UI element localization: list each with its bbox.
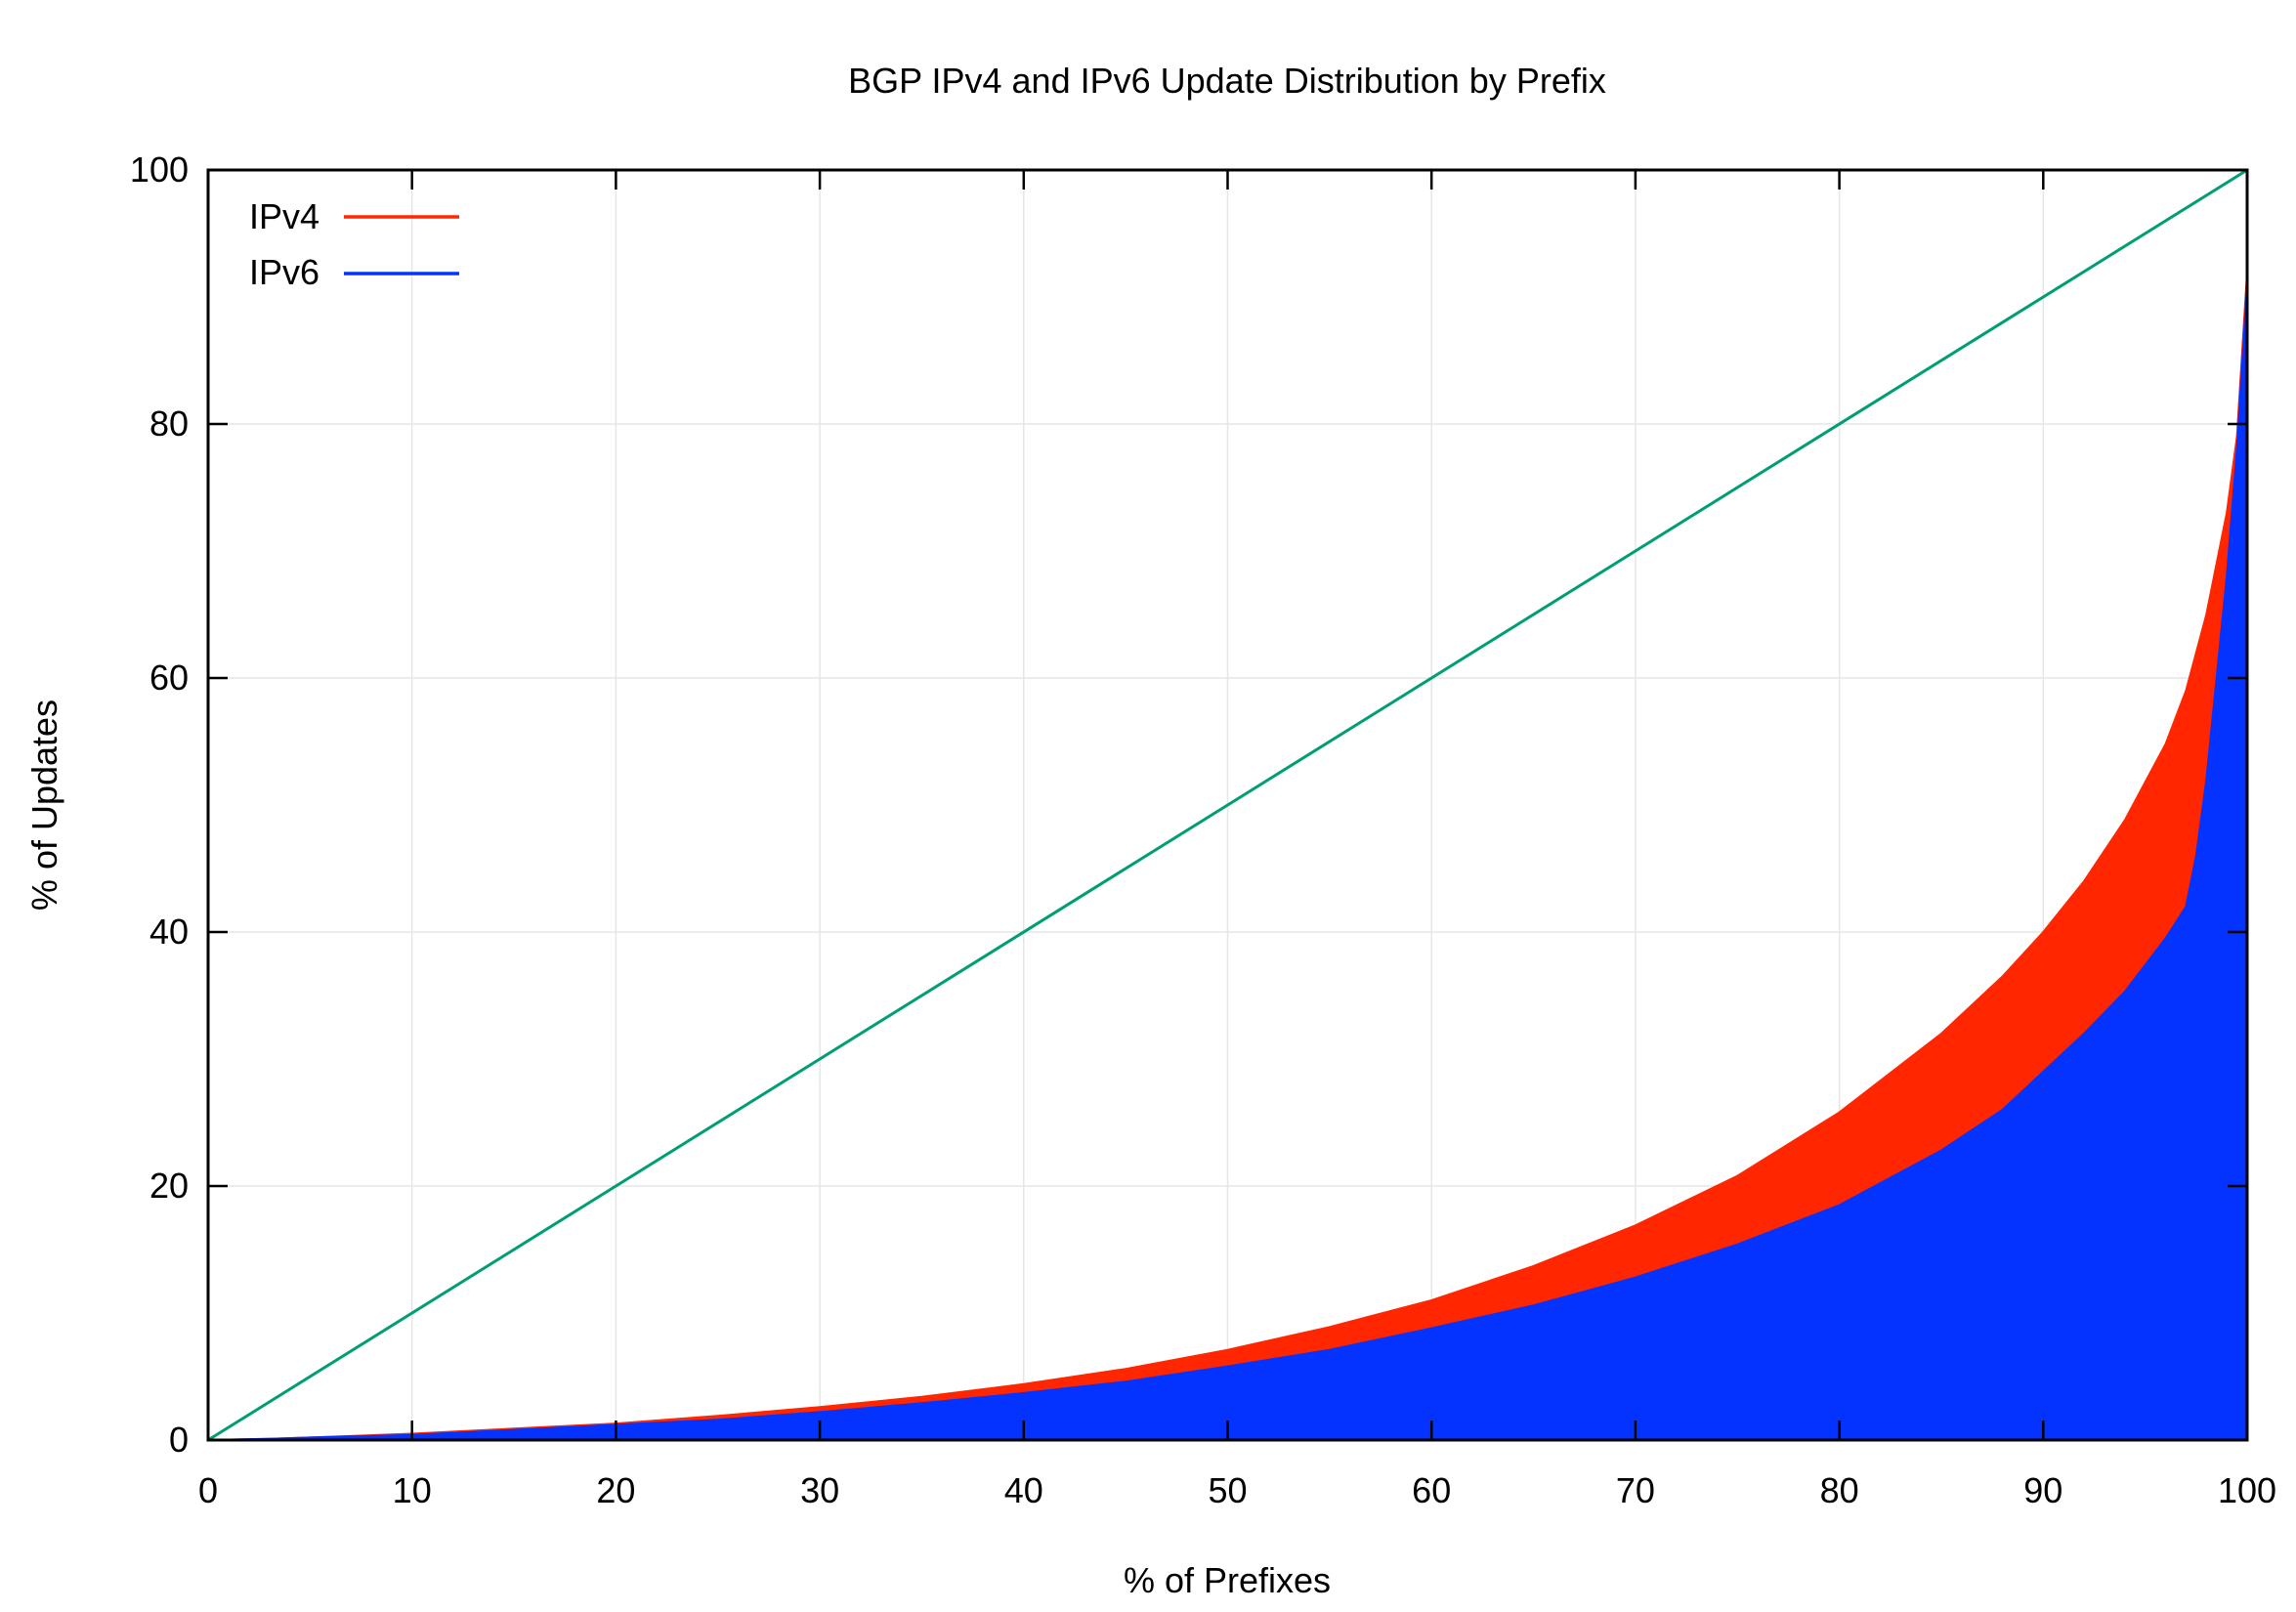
x-tick-label-8: 80: [1820, 1470, 1859, 1510]
x-tick-label-9: 90: [2023, 1470, 2062, 1510]
y-axis-label: % of Updates: [24, 700, 64, 911]
x-tick-label-4: 40: [1004, 1470, 1043, 1510]
y-tick-label-4: 80: [149, 403, 189, 444]
y-tick-label-3: 60: [149, 658, 189, 698]
reference-line: [207, 168, 2248, 1442]
x-tick-label-3: 30: [800, 1470, 839, 1510]
reference-line-layer: [207, 168, 2248, 1442]
y-tick-label-1: 20: [149, 1166, 189, 1206]
y-tick-label-2: 40: [149, 912, 189, 952]
chart-title: BGP IPv4 and IPv6 Update Distribution by…: [848, 61, 1606, 101]
axis-ticks: 0 10 20 30 40 50 60 70 80 90 100 0 20 40 60 80 100: [130, 149, 2276, 1510]
series-ipv6-area: [207, 283, 2248, 1441]
y-tick-label-0: 0: [169, 1420, 189, 1460]
legend: IPv4 IPv6: [249, 196, 459, 292]
x-tick-label-7: 70: [1616, 1470, 1655, 1510]
x-axis-label: % of Prefixes: [1124, 1560, 1331, 1600]
x-tick-label-2: 20: [596, 1470, 635, 1510]
legend-label-ipv6: IPv6: [249, 252, 319, 292]
y-tick-label-5: 100: [130, 149, 189, 190]
x-tick-label-10: 100: [2218, 1470, 2276, 1510]
plot-area: [207, 271, 2248, 1441]
x-tick-label-0: 0: [198, 1470, 218, 1510]
x-tick-label-5: 50: [1208, 1470, 1247, 1510]
x-tick-label-1: 10: [393, 1470, 432, 1510]
x-tick-label-6: 60: [1412, 1470, 1451, 1510]
legend-label-ipv4: IPv4: [249, 196, 319, 236]
